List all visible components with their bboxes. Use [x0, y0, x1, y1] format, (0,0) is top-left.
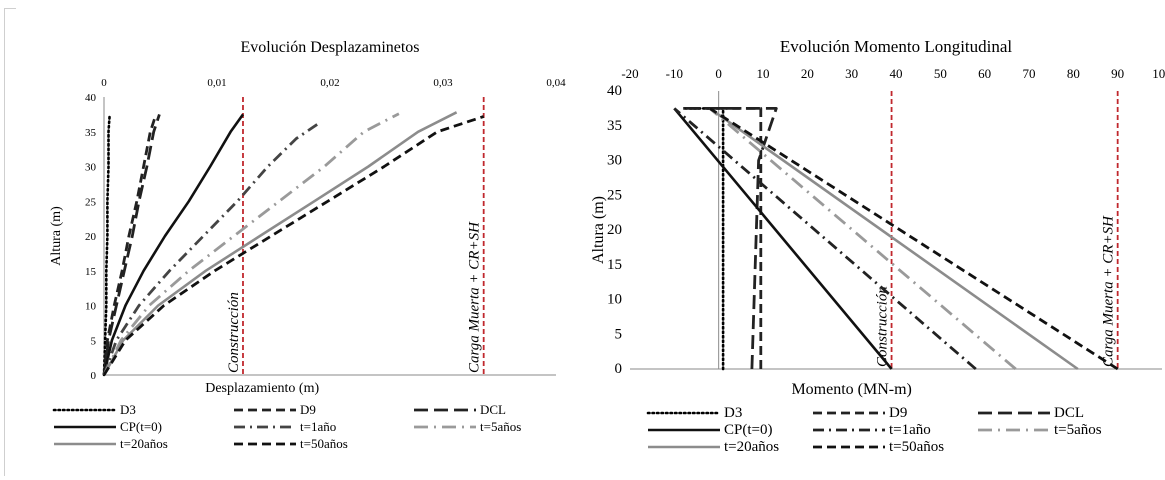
legend-label: D9: [300, 402, 316, 417]
y-tick-label: 40: [85, 92, 97, 104]
series-line: [681, 107, 725, 371]
y-tick-label: 0: [91, 370, 97, 382]
legend-label: DCL: [1054, 405, 1084, 421]
y-tick-label: 25: [85, 196, 97, 208]
x-tick-label: 0,02: [320, 77, 339, 89]
y-tick-label: 0: [615, 361, 623, 377]
series-line: [102, 113, 161, 376]
frame-top-border: [4, 8, 16, 9]
legend-label: D9: [889, 405, 907, 421]
legend-label: t=20años: [724, 439, 779, 455]
x-tick-label: 10: [757, 66, 770, 81]
x-tick-label: 90: [1111, 66, 1124, 81]
series-line: [673, 107, 977, 371]
y-tick-label: 10: [607, 292, 622, 308]
x-tick-label: 80: [1067, 66, 1080, 81]
reference-line-label: Construcción: [875, 286, 891, 367]
x-tick-label: 40: [890, 66, 903, 81]
y-axis-label: Altura (m): [590, 196, 607, 264]
series-line: [102, 112, 400, 376]
x-tick-label: 70: [1023, 66, 1036, 81]
series-line: [709, 107, 1079, 371]
legend-label: CP(t=0): [724, 422, 772, 438]
legend-label: t=1año: [889, 422, 931, 438]
chart-title: Evolución Momento Longitudinal: [780, 37, 1013, 56]
series-line: [683, 107, 778, 370]
y-tick-label: 15: [85, 266, 97, 278]
legend-label: t=5años: [480, 419, 521, 434]
legend-label: t=1año: [300, 419, 336, 434]
x-tick-label: 0,04: [546, 77, 566, 89]
reference-line-label: Carga Muerta + CR+SH: [467, 221, 483, 373]
x-tick-label: 0,03: [433, 77, 453, 89]
y-tick-label: 40: [607, 83, 622, 99]
y-tick-label: 20: [607, 222, 622, 238]
chart-moment: Evolución Momento Longitudinal -20 -10 0 10 2…: [590, 37, 1165, 455]
x-tick-label: -10: [666, 66, 683, 81]
y-tick-label: 30: [607, 153, 622, 169]
legend-label: D3: [120, 402, 136, 417]
x-tick-label: 0: [101, 77, 107, 89]
y-tick-label: 25: [607, 187, 622, 203]
y-tick-label: 15: [607, 257, 622, 273]
frame-left-border: [4, 8, 5, 476]
series-line: [102, 111, 458, 376]
x-tick-label: 0,01: [207, 77, 226, 89]
series-line: [102, 113, 245, 376]
y-tick-label: 35: [85, 127, 97, 139]
x-tick-label: -20: [621, 66, 638, 81]
x-axis-label: Momento (MN-m): [791, 381, 911, 398]
series-line: [709, 107, 1119, 371]
x-tick-label: 50: [934, 66, 947, 81]
x-tick-label: 0: [715, 66, 722, 81]
series-line: [673, 107, 893, 370]
y-axis-label: Altura (m): [49, 206, 64, 266]
y-tick-label: 30: [85, 162, 97, 174]
legend-label: t=50años: [300, 436, 348, 451]
legend-label: CP(t=0): [120, 419, 162, 434]
x-tick-label: 20: [801, 66, 814, 81]
legend-label: t=5años: [1054, 422, 1102, 438]
y-tick-label: 35: [607, 118, 622, 134]
series-line: [102, 122, 320, 376]
y-tick-label: 5: [615, 326, 623, 342]
legend-label: DCL: [480, 402, 506, 417]
chart-displacement: Evolución Desplazaminetos 0 0,01 0,02 0,03 0,…: [49, 39, 566, 451]
reference-line-label: Construcción: [226, 292, 242, 373]
x-tick-label: 60: [978, 66, 991, 81]
legend-label: t=50años: [889, 439, 944, 455]
series-line: [102, 113, 158, 376]
x-tick-label: 30: [845, 66, 858, 81]
series-line: [102, 115, 485, 376]
reference-line-label: Carga Muerta + CR+SH: [1101, 215, 1117, 367]
legend-label: t=20años: [120, 436, 168, 451]
y-tick-label: 20: [85, 231, 97, 243]
y-tick-label: 10: [85, 301, 97, 313]
series-line: [102, 113, 111, 377]
y-tick-label: 5: [91, 335, 97, 347]
legend-label: D3: [724, 405, 742, 421]
chart-title: Evolución Desplazaminetos: [240, 39, 419, 56]
x-axis-label: Desplazamiento (m): [205, 381, 319, 396]
x-tick-label: 100: [1152, 66, 1165, 81]
series-line: [708, 107, 1017, 371]
